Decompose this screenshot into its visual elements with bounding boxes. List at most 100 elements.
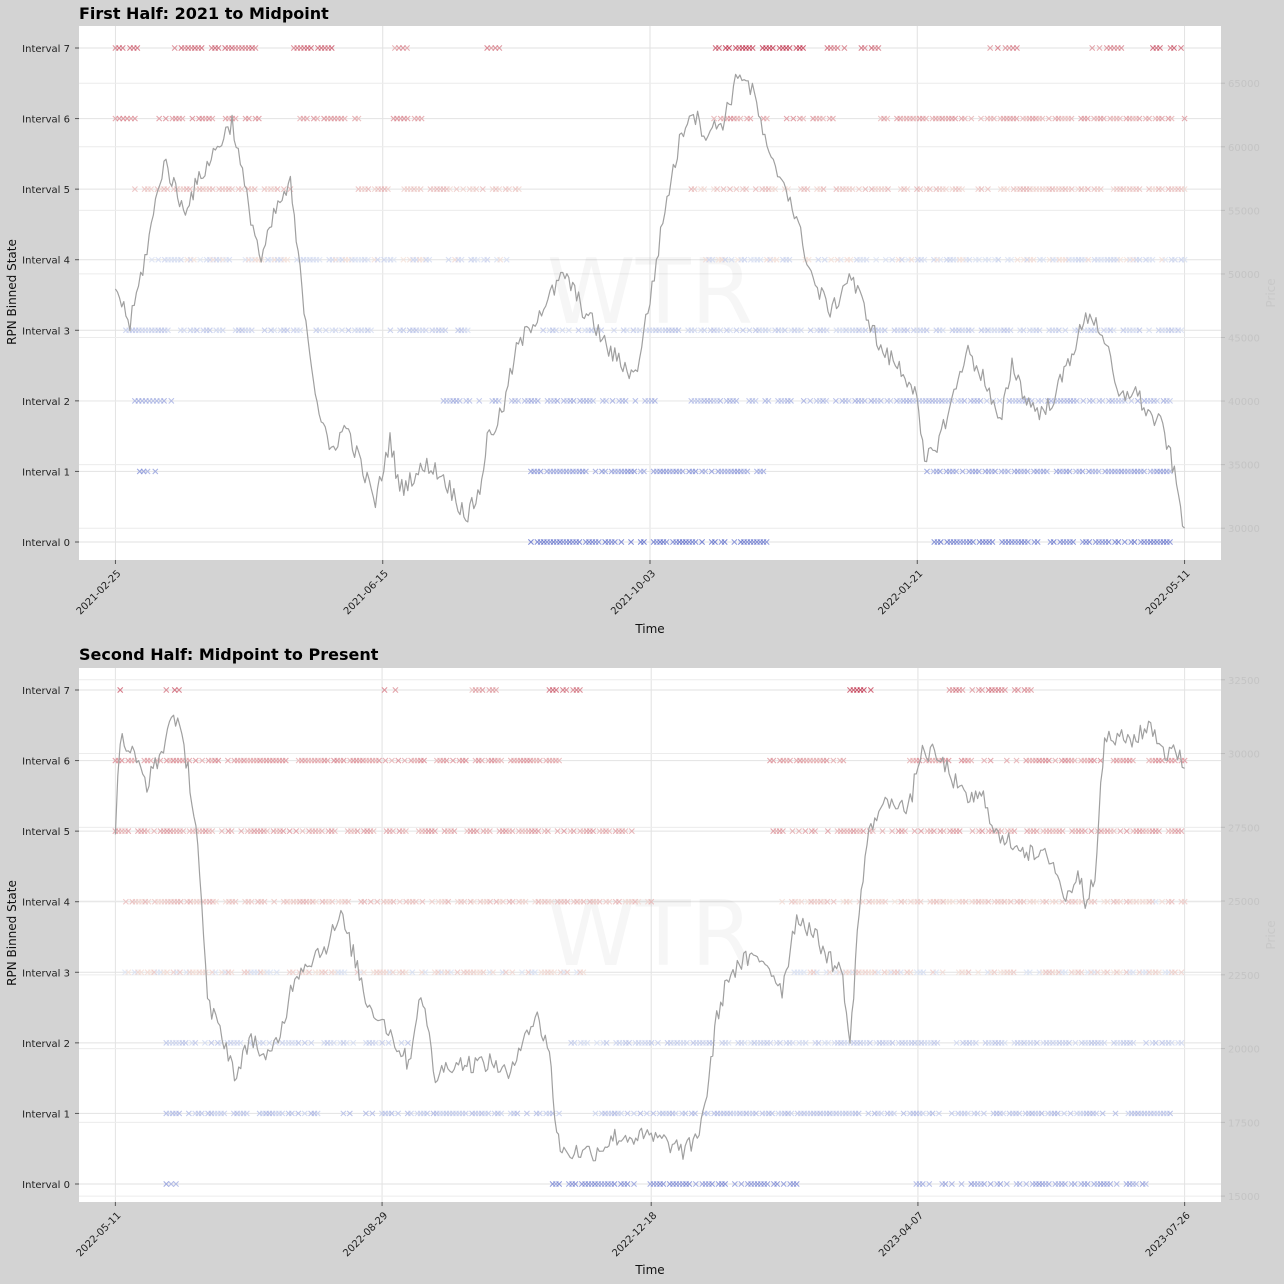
state-marker bbox=[181, 327, 187, 334]
state-marker bbox=[962, 898, 969, 905]
state-marker bbox=[168, 1181, 175, 1187]
state-marker bbox=[692, 539, 699, 545]
y2-tick-label: 40000 bbox=[1228, 397, 1260, 408]
state-marker bbox=[823, 397, 830, 404]
state-marker bbox=[449, 757, 456, 764]
y-tick-label: Interval 0 bbox=[22, 538, 70, 549]
state-marker bbox=[1152, 898, 1159, 905]
state-marker-group bbox=[702, 256, 1188, 263]
state-marker-group bbox=[112, 45, 141, 51]
state-marker bbox=[255, 115, 262, 122]
state-marker bbox=[958, 1181, 965, 1187]
state-marker bbox=[1072, 1039, 1079, 1046]
state-marker bbox=[776, 1039, 783, 1046]
state-marker bbox=[643, 1110, 650, 1117]
state-marker bbox=[385, 1039, 392, 1046]
state-marker bbox=[606, 828, 613, 835]
state-marker bbox=[769, 1110, 775, 1117]
state-marker bbox=[192, 1039, 199, 1046]
state-marker bbox=[1168, 115, 1175, 122]
state-marker bbox=[329, 898, 336, 905]
state-marker bbox=[615, 898, 622, 905]
state-marker bbox=[975, 468, 982, 475]
state-marker bbox=[209, 186, 216, 193]
state-marker bbox=[176, 1110, 183, 1117]
state-marker bbox=[860, 828, 867, 835]
state-marker bbox=[780, 1181, 787, 1187]
state-marker bbox=[752, 186, 759, 193]
state-marker bbox=[503, 256, 510, 263]
state-marker bbox=[551, 969, 558, 976]
state-marker bbox=[682, 1110, 689, 1117]
state-marker bbox=[445, 256, 452, 263]
state-marker bbox=[563, 687, 570, 693]
state-marker bbox=[365, 186, 372, 193]
state-marker bbox=[322, 327, 329, 334]
state-marker bbox=[1067, 1110, 1074, 1117]
state-marker bbox=[1033, 1039, 1040, 1046]
state-marker bbox=[280, 828, 287, 835]
state-marker-group bbox=[688, 397, 1173, 404]
state-marker bbox=[882, 898, 889, 905]
state-marker bbox=[1003, 1181, 1010, 1187]
state-marker bbox=[975, 256, 982, 263]
state-marker bbox=[877, 397, 884, 404]
state-marker bbox=[1001, 1039, 1008, 1046]
state-marker bbox=[179, 115, 186, 122]
state-marker-group bbox=[779, 898, 1188, 905]
state-marker bbox=[1075, 327, 1082, 334]
state-marker bbox=[1030, 256, 1037, 263]
y-axis-label: RPN Binned State bbox=[5, 880, 19, 986]
state-marker bbox=[238, 828, 245, 835]
state-marker bbox=[192, 757, 199, 764]
state-marker bbox=[293, 828, 300, 835]
state-marker bbox=[1136, 186, 1143, 193]
state-marker bbox=[1143, 1039, 1150, 1046]
state-marker bbox=[797, 327, 804, 334]
state-marker bbox=[770, 757, 777, 764]
state-marker bbox=[595, 539, 602, 545]
y-tick-label: Interval 6 bbox=[22, 115, 70, 126]
state-marker bbox=[884, 186, 891, 193]
state-marker bbox=[171, 45, 178, 51]
state-marker bbox=[561, 828, 568, 835]
state-marker bbox=[983, 397, 990, 404]
state-marker bbox=[360, 969, 367, 976]
state-marker bbox=[224, 757, 231, 764]
state-marker bbox=[458, 256, 465, 263]
state-marker bbox=[332, 327, 339, 334]
state-marker bbox=[164, 327, 171, 334]
state-marker bbox=[865, 1110, 872, 1117]
y2-tick-label: 15000 bbox=[1228, 1192, 1260, 1203]
state-marker bbox=[926, 1181, 933, 1187]
state-marker bbox=[1149, 256, 1156, 263]
state-marker bbox=[297, 327, 304, 334]
state-marker bbox=[1059, 828, 1066, 835]
state-marker bbox=[592, 1110, 599, 1117]
state-marker bbox=[1013, 115, 1020, 122]
state-marker bbox=[152, 468, 159, 475]
x-tick-label: 2022-05-11 bbox=[75, 1210, 124, 1259]
state-marker bbox=[981, 757, 988, 764]
state-marker bbox=[749, 45, 756, 51]
state-marker-group bbox=[156, 115, 262, 122]
state-marker-group bbox=[112, 757, 563, 764]
state-marker bbox=[869, 828, 876, 835]
state-marker bbox=[1107, 1181, 1114, 1187]
state-marker bbox=[800, 969, 807, 976]
state-marker bbox=[628, 539, 635, 545]
x-tick-label: 2022-05-11 bbox=[1144, 568, 1193, 617]
y-axis-label: RPN Binned State bbox=[5, 239, 19, 345]
state-marker bbox=[978, 186, 985, 193]
state-marker bbox=[401, 757, 408, 764]
state-marker bbox=[464, 327, 471, 334]
state-marker bbox=[402, 828, 409, 835]
state-marker bbox=[498, 757, 505, 764]
state-marker bbox=[484, 256, 491, 263]
state-marker bbox=[815, 256, 822, 263]
state-marker bbox=[145, 898, 152, 905]
state-marker bbox=[273, 969, 280, 976]
state-marker bbox=[134, 45, 141, 51]
state-marker bbox=[295, 1110, 302, 1117]
state-marker bbox=[708, 468, 715, 475]
